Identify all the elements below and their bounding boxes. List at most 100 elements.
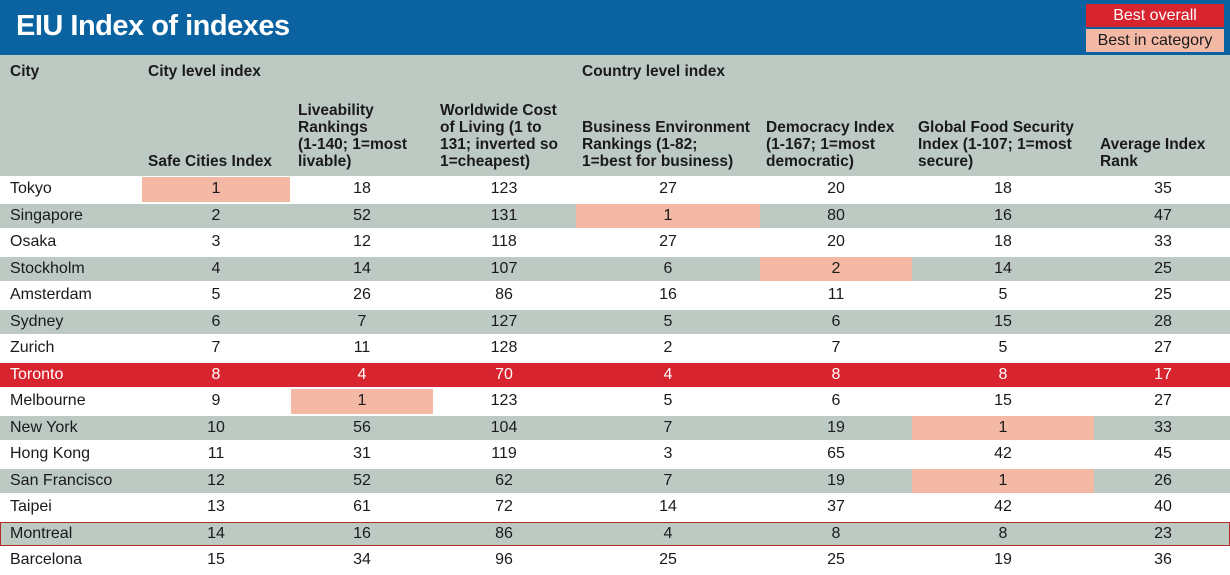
header-city-level-index: City level index — [148, 63, 261, 80]
table-row: Melbourne 9 1 123 5 6 15 27 — [0, 389, 1230, 414]
index-value: 40 — [1154, 498, 1172, 516]
index-value: 3 — [663, 445, 673, 463]
header-line: democratic) — [766, 153, 854, 170]
index-value: 18 — [994, 180, 1012, 198]
city-name: Osaka — [10, 233, 57, 251]
index-value: 42 — [994, 498, 1012, 516]
index-value: 27 — [659, 180, 677, 198]
index-value: 118 — [491, 233, 517, 251]
index-value: 27 — [1154, 392, 1172, 410]
index-value: 42 — [994, 445, 1012, 463]
index-value: 27 — [1154, 339, 1172, 357]
index-value: 18 — [353, 180, 371, 198]
index-value: 27 — [659, 233, 677, 251]
table-row: San Francisco 12 52 62 7 19 1 26 — [0, 468, 1230, 493]
index-value: 14 — [659, 498, 677, 516]
header-city: City — [10, 63, 40, 80]
index-value: 36 — [1154, 551, 1172, 569]
city-name: Taipei — [10, 498, 52, 516]
index-value: 31 — [353, 445, 371, 463]
index-value: 5 — [998, 339, 1008, 357]
index-value: 14 — [994, 259, 1012, 277]
header-line: secure) — [918, 153, 974, 170]
index-value: 72 — [495, 498, 513, 516]
table-body: Tokyo 1 18 123 27 20 18 35 Singapore 2 52 131 1 80 16 4… — [0, 177, 1230, 575]
index-value: 8 — [998, 524, 1008, 542]
city-name: Amsterdam — [10, 286, 92, 304]
header-line: Liveability — [298, 102, 374, 119]
index-value: 17 — [1154, 365, 1172, 383]
index-value: 23 — [1154, 524, 1172, 542]
index-value: 70 — [495, 365, 513, 383]
index-value: 26 — [1154, 471, 1172, 489]
city-name: Barcelona — [10, 551, 83, 569]
header-liveability: Liveability Rankings (1-140; 1=most liva… — [298, 102, 407, 170]
index-value: 25 — [1154, 286, 1172, 304]
index-value: 3 — [211, 233, 221, 251]
table-row: Toronto 8 4 70 4 8 8 17 — [0, 362, 1230, 387]
index-value: 15 — [994, 312, 1012, 330]
table-row: Amsterdam 5 26 86 16 11 5 25 — [0, 283, 1230, 308]
index-value: 19 — [827, 418, 845, 436]
page-title: EIU Index of indexes — [16, 10, 290, 42]
index-value: 96 — [495, 551, 513, 569]
index-value: 4 — [663, 524, 673, 542]
header-line: Average Index — [1100, 136, 1206, 153]
index-value: 7 — [663, 471, 673, 489]
table-row: Singapore 2 52 131 1 80 16 47 — [0, 203, 1230, 228]
index-value: 1 — [912, 468, 1094, 493]
index-value: 5 — [663, 312, 673, 330]
legend-best-overall: Best overall — [1086, 4, 1224, 27]
index-value: 6 — [831, 312, 841, 330]
index-value: 80 — [827, 206, 845, 224]
index-value: 1 — [912, 415, 1094, 440]
index-value: 56 — [353, 418, 371, 436]
index-value: 33 — [1154, 233, 1172, 251]
index-value: 15 — [207, 551, 225, 569]
legend-best-in-category: Best in category — [1086, 29, 1224, 52]
index-value: 4 — [663, 365, 673, 383]
index-value: 5 — [663, 392, 673, 410]
index-value: 52 — [353, 471, 371, 489]
index-value: 12 — [207, 471, 225, 489]
index-value: 6 — [211, 312, 221, 330]
index-value: 33 — [1154, 418, 1172, 436]
index-value: 11 — [353, 339, 371, 357]
header-business-environment: Business Environment Rankings (1-82; 1=b… — [582, 119, 750, 170]
city-name: Montreal — [10, 524, 73, 542]
header-line: Rank — [1100, 153, 1138, 170]
index-value: 25 — [827, 551, 845, 569]
city-name: Stockholm — [10, 259, 85, 277]
city-name: San Francisco — [10, 471, 113, 489]
index-value: 18 — [994, 233, 1012, 251]
index-value: 4 — [211, 259, 221, 277]
index-value: 25 — [1154, 259, 1172, 277]
header-line: (1-140; 1=most — [298, 136, 407, 153]
index-value: 16 — [659, 286, 677, 304]
index-value: 104 — [490, 418, 518, 436]
city-name: New York — [10, 418, 78, 436]
index-value: 7 — [663, 418, 673, 436]
index-value: 131 — [490, 206, 518, 224]
index-value: 6 — [831, 392, 841, 410]
header-line: Worldwide Cost — [440, 102, 557, 119]
index-value: 8 — [211, 365, 221, 383]
index-value: 2 — [663, 339, 673, 357]
city-name: Zurich — [10, 339, 55, 357]
index-value: 25 — [659, 551, 677, 569]
index-value: 13 — [207, 498, 225, 516]
index-value: 1 — [576, 203, 760, 228]
table-row: Taipei 13 61 72 14 37 42 40 — [0, 495, 1230, 520]
index-value: 65 — [827, 445, 845, 463]
index-value: 123 — [490, 392, 518, 410]
city-name: Tokyo — [10, 180, 52, 198]
city-name: Melbourne — [10, 392, 86, 410]
index-value: 7 — [357, 312, 367, 330]
index-value: 19 — [994, 551, 1012, 569]
index-value: 45 — [1154, 445, 1172, 463]
index-value: 28 — [1154, 312, 1172, 330]
index-value: 7 — [211, 339, 221, 357]
index-value: 6 — [663, 259, 673, 277]
city-name: Singapore — [10, 206, 83, 224]
index-value: 1 — [142, 177, 290, 202]
